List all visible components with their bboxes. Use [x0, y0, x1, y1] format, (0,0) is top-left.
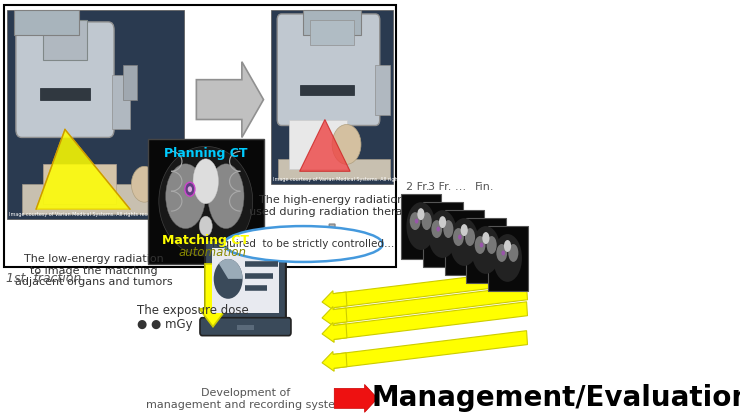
Circle shape — [188, 186, 192, 192]
Ellipse shape — [487, 236, 497, 254]
Ellipse shape — [504, 240, 511, 252]
Bar — [271, 10, 394, 184]
Text: Image courtesy of Varian Medical Systems. All rights reserved.: Image courtesy of Varian Medical Systems… — [273, 177, 427, 182]
Ellipse shape — [166, 164, 206, 228]
Bar — [311, 20, 354, 45]
Bar — [466, 218, 506, 283]
Text: The high-energy radiation
used during radiation therapy: The high-energy radiation used during ra… — [249, 195, 416, 217]
FancyBboxPatch shape — [205, 240, 286, 323]
Bar — [289, 119, 346, 169]
Polygon shape — [332, 286, 528, 324]
Circle shape — [132, 166, 158, 202]
Text: 3 Fr.: 3 Fr. — [428, 182, 451, 192]
FancyArrow shape — [324, 224, 340, 258]
Ellipse shape — [460, 224, 468, 236]
Bar — [123, 65, 137, 99]
Text: ● ● mGy: ● ● mGy — [137, 318, 193, 331]
Bar — [21, 184, 166, 214]
Text: 2 Fr.: 2 Fr. — [406, 182, 430, 192]
Bar — [423, 202, 462, 267]
Polygon shape — [196, 62, 263, 137]
Circle shape — [332, 124, 361, 164]
Ellipse shape — [417, 208, 425, 220]
FancyBboxPatch shape — [16, 22, 114, 137]
Ellipse shape — [208, 164, 244, 228]
Ellipse shape — [482, 232, 489, 244]
Ellipse shape — [443, 220, 454, 238]
Ellipse shape — [193, 159, 218, 204]
Polygon shape — [332, 302, 528, 339]
Text: Matching CT: Matching CT — [162, 234, 249, 247]
Bar — [375, 65, 390, 114]
FancyArrow shape — [322, 352, 347, 371]
Ellipse shape — [474, 236, 485, 254]
Polygon shape — [332, 331, 528, 369]
Bar — [300, 85, 354, 94]
Bar — [237, 324, 254, 329]
Circle shape — [502, 250, 505, 255]
Wedge shape — [219, 259, 243, 279]
FancyArrow shape — [322, 322, 347, 342]
Bar — [148, 139, 263, 264]
Text: 1st. fraction: 1st. fraction — [6, 272, 81, 285]
Circle shape — [458, 235, 462, 240]
Circle shape — [185, 182, 195, 196]
FancyArrow shape — [199, 264, 226, 327]
Text: The low-energy radiation
to image the matching
adjacent organs and tumors: The low-energy radiation to image the ma… — [15, 254, 172, 287]
Circle shape — [214, 259, 243, 299]
Ellipse shape — [431, 220, 443, 238]
FancyArrow shape — [322, 291, 347, 310]
FancyArrow shape — [322, 307, 347, 327]
Bar — [212, 248, 279, 313]
Bar — [445, 210, 485, 275]
Text: …: … — [455, 182, 466, 192]
Polygon shape — [332, 270, 528, 308]
Bar — [15, 10, 79, 35]
Text: Planning CT: Planning CT — [164, 147, 247, 161]
Ellipse shape — [406, 202, 435, 250]
Text: Development of
management and recording system: Development of management and recording … — [146, 389, 346, 410]
Bar — [278, 159, 390, 179]
Ellipse shape — [493, 234, 522, 282]
Text: required  to be strictly controlled…: required to be strictly controlled… — [212, 239, 394, 249]
Ellipse shape — [465, 228, 475, 246]
Ellipse shape — [199, 216, 212, 236]
Bar — [303, 10, 361, 35]
FancyBboxPatch shape — [200, 318, 291, 336]
Text: Management/Evaluation: Management/Evaluation — [371, 384, 740, 412]
Ellipse shape — [497, 244, 507, 262]
Bar — [40, 88, 90, 99]
Ellipse shape — [471, 226, 500, 274]
Circle shape — [414, 219, 418, 223]
Ellipse shape — [453, 228, 464, 246]
Bar — [7, 10, 184, 219]
Text: Fin.: Fin. — [475, 182, 494, 192]
Ellipse shape — [159, 146, 252, 256]
Circle shape — [437, 227, 440, 232]
Ellipse shape — [223, 226, 383, 262]
Ellipse shape — [428, 210, 457, 258]
Ellipse shape — [422, 212, 431, 230]
FancyBboxPatch shape — [278, 14, 380, 126]
Ellipse shape — [508, 244, 518, 262]
Bar — [488, 226, 528, 291]
Circle shape — [480, 243, 483, 248]
Ellipse shape — [450, 218, 479, 266]
Bar — [112, 75, 130, 129]
Ellipse shape — [410, 212, 420, 230]
Polygon shape — [300, 119, 350, 171]
FancyArrow shape — [334, 384, 377, 412]
Bar — [44, 164, 115, 204]
Text: Image courtesy of Varian Medical Systems. All rights reserved.: Image courtesy of Varian Medical Systems… — [10, 212, 163, 217]
Bar — [44, 20, 87, 60]
Text: automation: automation — [179, 246, 247, 259]
Ellipse shape — [439, 216, 446, 228]
Text: The exposure dose: The exposure dose — [137, 304, 249, 317]
Bar — [401, 194, 441, 259]
Bar — [4, 5, 396, 267]
Polygon shape — [36, 129, 130, 209]
